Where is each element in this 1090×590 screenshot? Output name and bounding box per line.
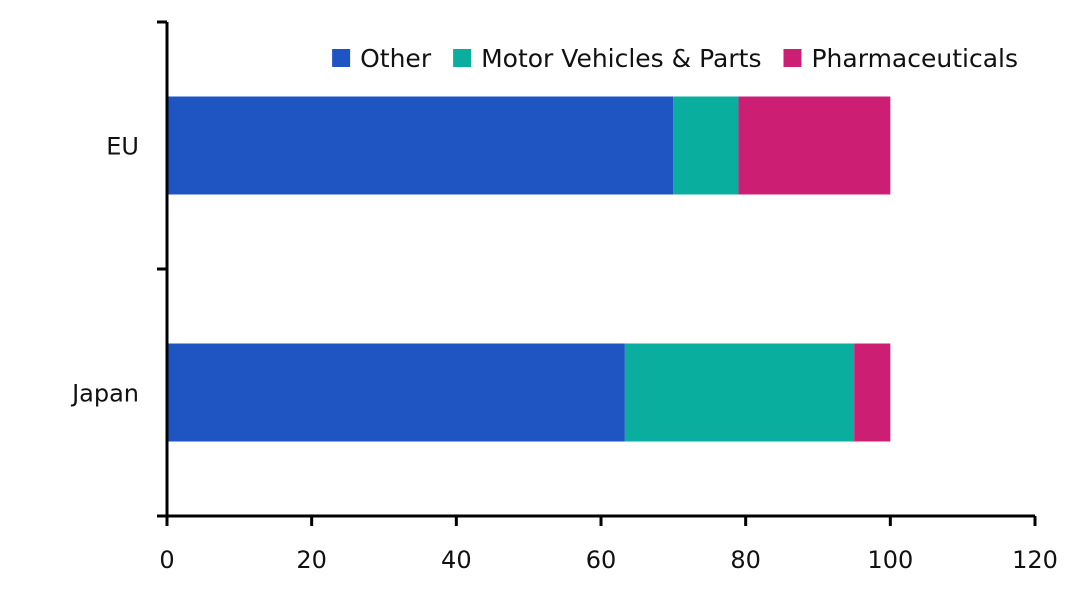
x-tick-label: 120 [1012,546,1058,574]
legend-swatch-pharmaceuticals [783,49,802,67]
bar-eu-other [167,96,674,195]
x-tick-label: 40 [441,546,472,574]
bar-eu-motor-vehicles-and-parts [673,96,739,195]
legend-swatch-motor-vehicles-and-parts [453,49,472,67]
x-tick-label: 100 [867,546,913,574]
legend-label-other: Other [360,44,432,73]
bars-group [167,96,891,442]
bar-japan-other [167,343,625,442]
chart-legend: Pharmaceuticals Motor Vehicles & Parts Oth… [332,44,1018,73]
y-category-label-japan: Japan [70,380,139,408]
x-tick-label: 0 [159,546,174,574]
y-category-label-eu: EU [106,133,139,161]
bar-japan-motor-vehicles-and-parts [624,343,855,442]
bar-japan-pharmaceuticals [854,343,891,442]
x-tick-label: 20 [296,546,327,574]
x-tick-label: 60 [586,546,617,574]
legend-swatch-other [332,49,351,67]
bar-eu-pharmaceuticals [738,96,891,195]
legend-label-motor-vehicles-and-parts: Motor Vehicles & Parts [481,44,761,73]
tick-labels-group: 0 20 40 60 80 100 120 EU Japan [70,133,1058,575]
axes-group [157,20,1037,526]
legend-label-pharmaceuticals: Pharmaceuticals [811,44,1018,73]
x-tick-label: 80 [730,546,761,574]
